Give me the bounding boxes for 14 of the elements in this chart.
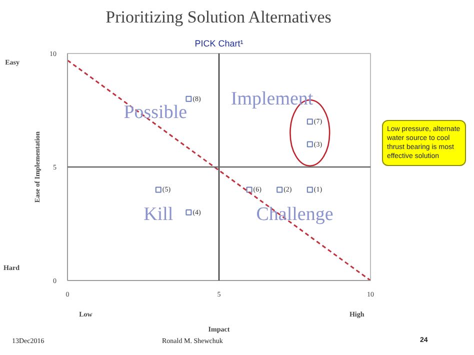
point (276, 186, 283, 193)
point (306, 186, 313, 193)
point (306, 141, 313, 148)
chart-title: Prioritizing Solution Alternatives (106, 8, 332, 26)
annotation: Challenge (256, 204, 334, 226)
point (186, 209, 192, 216)
point (155, 186, 162, 193)
point (186, 96, 192, 102)
point (306, 118, 313, 125)
chart-subtitle: PICK Chart¹ (194, 38, 244, 48)
annotation: Implement (230, 88, 314, 110)
point (246, 186, 252, 193)
annotation: Kill (144, 204, 174, 226)
annotation: Possible (124, 102, 188, 124)
